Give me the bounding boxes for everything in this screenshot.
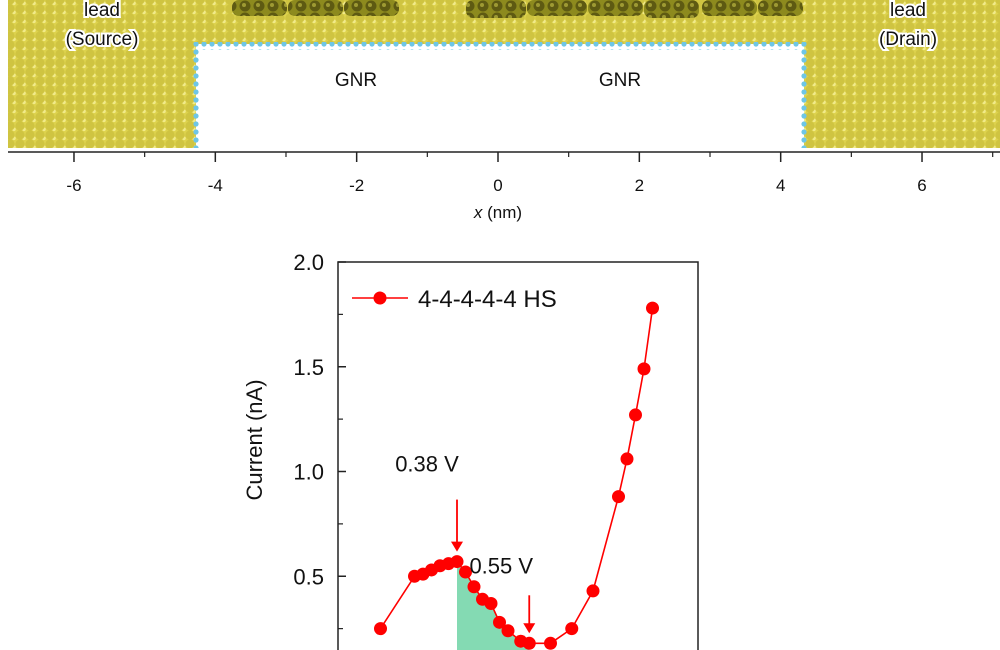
edge-atoms-top bbox=[196, 42, 804, 50]
data-point bbox=[459, 565, 472, 579]
top-x-tick-label: 0 bbox=[493, 176, 502, 195]
top-x-axis: -6 -4 -2 0 2 4 6 x (nm) bbox=[8, 151, 1000, 222]
data-point bbox=[374, 622, 387, 636]
lead-right-line2: (Drain) bbox=[879, 29, 937, 50]
data-point bbox=[629, 408, 642, 422]
top-x-axis-label: x (nm) bbox=[473, 203, 522, 222]
data-point bbox=[501, 624, 515, 638]
top-x-axis-label-var: x bbox=[473, 203, 483, 222]
data-point bbox=[646, 301, 659, 315]
shaded-region bbox=[457, 561, 530, 650]
data-point bbox=[493, 615, 506, 629]
legend: 4-4-4-4-4 HS bbox=[352, 286, 557, 313]
y-tick-label: 2.0 bbox=[293, 250, 324, 275]
top-x-ticks: -6 -4 -2 0 2 4 6 bbox=[66, 152, 994, 195]
data-point bbox=[544, 636, 557, 650]
legend-label: 4-4-4-4-4 HS bbox=[418, 286, 557, 313]
top-x-tick-label: 6 bbox=[917, 176, 926, 195]
plot-frame bbox=[337, 261, 699, 650]
gnr-window bbox=[196, 46, 804, 148]
gnr-label-1: GNR bbox=[335, 70, 377, 91]
legend-marker bbox=[373, 291, 387, 305]
y-ticks: 2.0 1.5 1.0 0.5 bbox=[293, 250, 346, 630]
data-point bbox=[484, 596, 498, 610]
data-point bbox=[522, 636, 536, 650]
iv-chart: 2.0 1.5 1.0 0.5 Current (nA) 0.38 V 0.55 V 4… bbox=[242, 250, 699, 650]
y-axis-label: Current (nA) bbox=[242, 379, 267, 500]
molecule-row bbox=[232, 0, 803, 18]
data-point bbox=[637, 362, 651, 376]
top-x-tick-label: 2 bbox=[635, 176, 644, 195]
y-tick-label: 0.5 bbox=[293, 564, 324, 589]
annotation-arrow-head bbox=[451, 541, 463, 552]
lead-right-line1: lead bbox=[890, 0, 926, 21]
edge-atoms-left bbox=[192, 42, 200, 148]
data-point bbox=[620, 452, 634, 466]
lead-left-line1: lead bbox=[84, 0, 120, 21]
data-point bbox=[586, 584, 600, 598]
annotations: 0.38 V 0.55 V bbox=[395, 452, 536, 634]
series-points bbox=[374, 301, 659, 650]
edge-atoms-right bbox=[800, 42, 808, 148]
top-x-axis-label-unit: (nm) bbox=[482, 203, 522, 222]
y-tick-label: 1.5 bbox=[293, 355, 324, 380]
left-lead bbox=[8, 0, 196, 148]
lead-left-line2: (Source) bbox=[66, 29, 139, 50]
y-tick-label: 1.0 bbox=[293, 460, 324, 485]
top-x-tick-label: -6 bbox=[66, 176, 81, 195]
annotation-label: 0.38 V bbox=[395, 452, 459, 477]
device-structure: lead (Source) lead (Drain) GNR GNR bbox=[8, 0, 1000, 148]
top-x-tick-label: 4 bbox=[776, 176, 785, 195]
data-point bbox=[450, 555, 464, 569]
top-x-tick-label: -2 bbox=[349, 176, 364, 195]
annotation-label: 0.55 V bbox=[469, 553, 533, 578]
top-x-tick-label: -4 bbox=[208, 176, 223, 195]
data-point bbox=[467, 580, 481, 594]
data-point bbox=[612, 490, 625, 504]
annotation-arrow-head bbox=[523, 623, 536, 634]
right-lead bbox=[804, 0, 1000, 148]
gnr-label-2: GNR bbox=[599, 70, 641, 91]
data-point bbox=[565, 622, 579, 636]
